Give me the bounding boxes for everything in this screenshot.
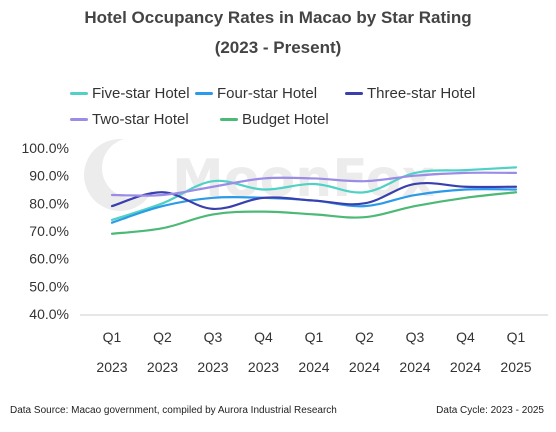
y-tick-label: 90.0% (29, 168, 69, 184)
y-tick-label: 40.0% (29, 306, 69, 322)
y-tick-label: 50.0% (29, 278, 69, 294)
legend-item-budget[interactable]: Budget Hotel (220, 111, 329, 128)
legend-label: Two-star Hotel (92, 110, 189, 128)
legend-row: Five-star Hotel Four-star Hotel Three-st… (70, 80, 540, 106)
series-line-three-star-hotel (110, 181, 518, 210)
x-tick-label-quarter: Q2 (355, 329, 374, 345)
x-tick-label-year: 2024 (399, 359, 430, 375)
legend-label: Four-star Hotel (217, 84, 318, 102)
legend-item-four-star[interactable]: Four-star Hotel (195, 85, 345, 102)
legend-swatch (70, 91, 88, 95)
x-tick-label-year: 2025 (500, 359, 531, 375)
legend-item-five-star[interactable]: Five-star Hotel (70, 85, 195, 102)
x-tick-label-quarter: Q2 (153, 329, 172, 345)
legend-item-two-star[interactable]: Two-star Hotel (70, 111, 220, 128)
y-tick-label: 70.0% (29, 223, 69, 239)
y-tick-label: 100.0% (22, 140, 69, 156)
legend-swatch (345, 91, 363, 95)
x-tick-label-quarter: Q1 (305, 329, 324, 345)
watermark: MoonFox (84, 138, 435, 211)
x-tick-label-quarter: Q4 (254, 329, 273, 345)
legend-label: Budget Hotel (242, 110, 329, 128)
x-tick-label-quarter: Q3 (204, 329, 223, 345)
x-tick-label-quarter: Q3 (406, 329, 425, 345)
x-tick-label-year: 2024 (349, 359, 380, 375)
legend-label: Three-star Hotel (367, 84, 476, 102)
data-source-note: Data Source: Macao government, compiled … (10, 405, 337, 416)
series-line-two-star-hotel (110, 171, 518, 197)
legend-swatch (220, 117, 238, 121)
x-tick-label-quarter: Q1 (103, 329, 122, 345)
watermark-logo-icon (84, 139, 156, 211)
legend-item-three-star[interactable]: Three-star Hotel (345, 85, 475, 102)
x-tick-label-year: 2023 (147, 359, 178, 375)
x-tick-label-year: 2023 (197, 359, 228, 375)
chart-subtitle: (2023 - Present) (214, 38, 342, 57)
chart-header: Hotel Occupancy Rates in Macao by Star R… (0, 6, 556, 60)
chart-legend: Five-star Hotel Four-star Hotel Three-st… (70, 80, 540, 132)
y-tick-label: 60.0% (29, 251, 69, 267)
x-tick-label-year: 2023 (248, 359, 279, 375)
x-tick-label-year: 2023 (96, 359, 127, 375)
chart-title: Hotel Occupancy Rates in Macao by Star R… (84, 8, 472, 27)
x-tick-label-year: 2024 (298, 359, 329, 375)
series-line-budget-hotel (110, 191, 518, 235)
legend-swatch (70, 117, 88, 121)
legend-label: Five-star Hotel (92, 84, 190, 102)
legend-row: Two-star Hotel Budget Hotel (70, 106, 540, 132)
x-tick-label-year: 2024 (450, 359, 481, 375)
data-cycle-note: Data Cycle: 2023 - 2025 (436, 405, 544, 416)
x-tick-label-quarter: Q4 (456, 329, 475, 345)
legend-swatch (195, 91, 213, 95)
watermark-logo-cutout (102, 138, 162, 198)
y-tick-label: 80.0% (29, 195, 69, 211)
x-tick-label-quarter: Q1 (507, 329, 526, 345)
